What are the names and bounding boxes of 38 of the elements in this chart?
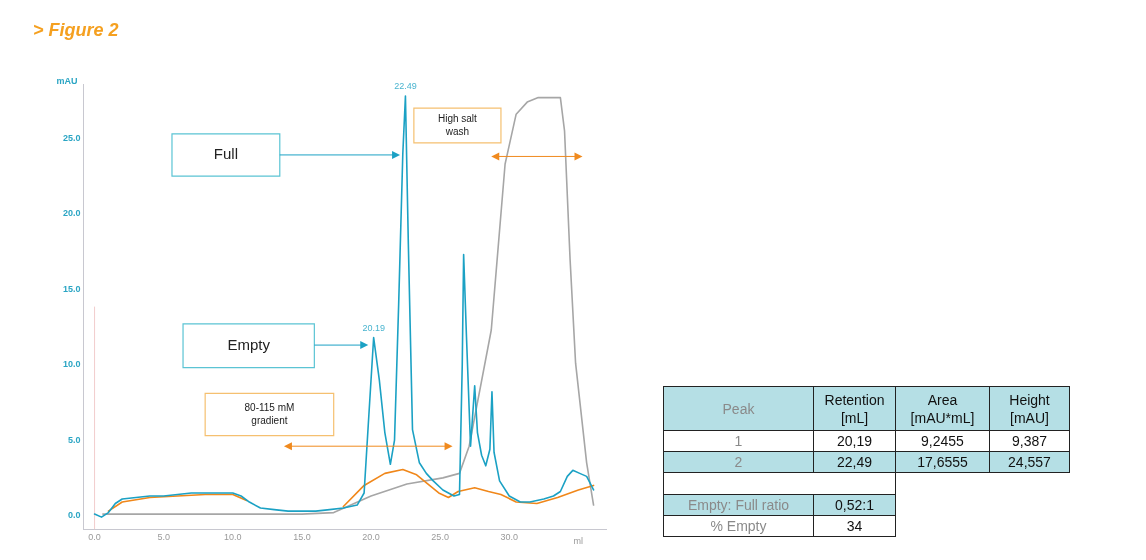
- text: 22,49: [813, 451, 896, 473]
- x-tick-label: 5.0: [157, 532, 170, 543]
- annotation: 22.49: [394, 81, 417, 92]
- x-tick-label: 25.0: [431, 532, 449, 543]
- annotation: 20.19: [362, 322, 385, 333]
- x-tick-label: 30.0: [500, 532, 519, 543]
- text: Retention [mL]: [813, 386, 896, 431]
- x-tick-label: 15.0: [293, 532, 311, 543]
- annotation: Empty: [227, 335, 271, 353]
- y-tick-label: 10.0: [62, 359, 81, 370]
- x-tick-label: 20.0: [362, 532, 380, 543]
- y-tick-label: 15.0: [62, 283, 81, 294]
- annotation: 80-115 mM gradient: [244, 401, 295, 426]
- text: 9,2455: [895, 430, 990, 452]
- text: 17,6555: [895, 451, 990, 473]
- x-axis-title: ml: [573, 536, 584, 547]
- text: Area [mAU*mL]: [895, 386, 990, 431]
- text: 34: [813, 515, 896, 537]
- text: 0,52:1: [813, 494, 896, 516]
- text: 2: [663, 451, 814, 473]
- annotation: Full: [213, 145, 238, 163]
- text: 24,557: [989, 451, 1070, 473]
- y-tick-label: 25.0: [62, 132, 81, 143]
- chart-title: > Figure 2: [33, 20, 119, 41]
- text: Empty: Full ratio: [663, 494, 814, 516]
- annotation: High salt wash: [437, 112, 478, 137]
- y-tick-label: 0.0: [68, 510, 81, 521]
- text: % Empty: [663, 515, 814, 537]
- text: 20,19: [813, 430, 896, 452]
- y-tick-label: 20.0: [62, 208, 81, 219]
- y-tick-label: 5.0: [68, 434, 81, 445]
- text: 1: [663, 430, 814, 452]
- x-tick-label: 0.0: [88, 532, 101, 543]
- text: Height [mAU]: [989, 386, 1070, 431]
- text: Peak: [663, 386, 814, 431]
- x-tick-label: 10.0: [224, 532, 242, 543]
- text: 9,387: [989, 430, 1070, 452]
- y-axis-title: mAU: [56, 76, 78, 87]
